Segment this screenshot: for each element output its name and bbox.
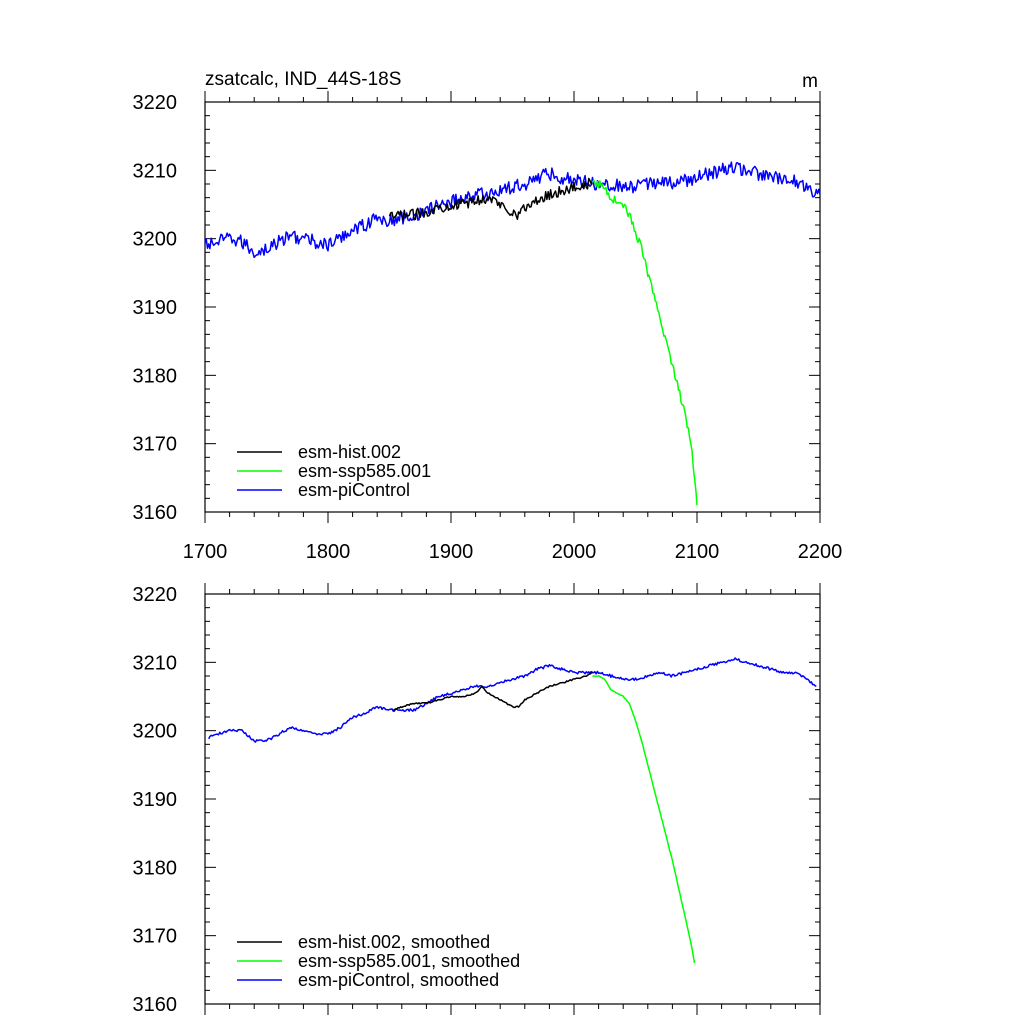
y-tick-label: 3160: [133, 994, 178, 1016]
y-tick-label: 3210: [133, 652, 178, 674]
x-tick-label: 1800: [306, 541, 351, 563]
x-tick-label: 2100: [675, 541, 720, 563]
y-tick-label: 3170: [133, 926, 178, 948]
legend-label: esm-hist.002, smoothed: [298, 932, 490, 952]
legend-label: esm-ssp585.001: [298, 461, 431, 481]
y-tick-label: 3170: [133, 434, 178, 456]
x-tick-label: 1700: [183, 541, 228, 563]
series-line-esm-ssp585-001-smoothed: [592, 675, 696, 964]
bottom-chart-panel: 3160 3170 3180 3190 3200 3210 3220 esm-hist.002…: [133, 583, 821, 1016]
series-line-esm-hist-002: [388, 177, 593, 221]
y-tick-label: 3160: [133, 502, 178, 524]
chart-title: zsatcalc, IND_44S-18S: [205, 69, 401, 90]
x-tick-label: 2200: [798, 541, 843, 563]
series-line-esm-ssp585-001: [591, 179, 698, 506]
y-tick-label: 3220: [133, 584, 178, 606]
y-tick-label: 3180: [133, 857, 178, 879]
y-tick-label: 3220: [133, 92, 178, 114]
x-tick-label: 1900: [429, 541, 474, 563]
top-chart-panel: 3160 3170 3180 3190 3200 3210 3220 1700 1800 1900…: [133, 69, 843, 563]
y-tick-label: 3210: [133, 160, 178, 182]
series-line-esm-picontrol: [204, 161, 821, 259]
legend-label: esm-piControl: [298, 480, 410, 500]
legend-label: esm-ssp585.001, smoothed: [298, 951, 520, 971]
y-tick-label: 3200: [133, 721, 178, 743]
legend-label: esm-hist.002: [298, 442, 401, 462]
series-line-esm-hist-002-smoothed: [392, 671, 593, 712]
y-tick-label: 3190: [133, 789, 178, 811]
y-tick-label: 3180: [133, 365, 178, 387]
units-label: m: [802, 71, 818, 92]
series-line-esm-picontrol-smoothed: [208, 657, 817, 743]
y-tick-label: 3190: [133, 297, 178, 319]
legend-label: esm-piControl, smoothed: [298, 970, 499, 990]
y-tick-label: 3200: [133, 229, 178, 251]
x-tick-label: 2000: [552, 541, 597, 563]
